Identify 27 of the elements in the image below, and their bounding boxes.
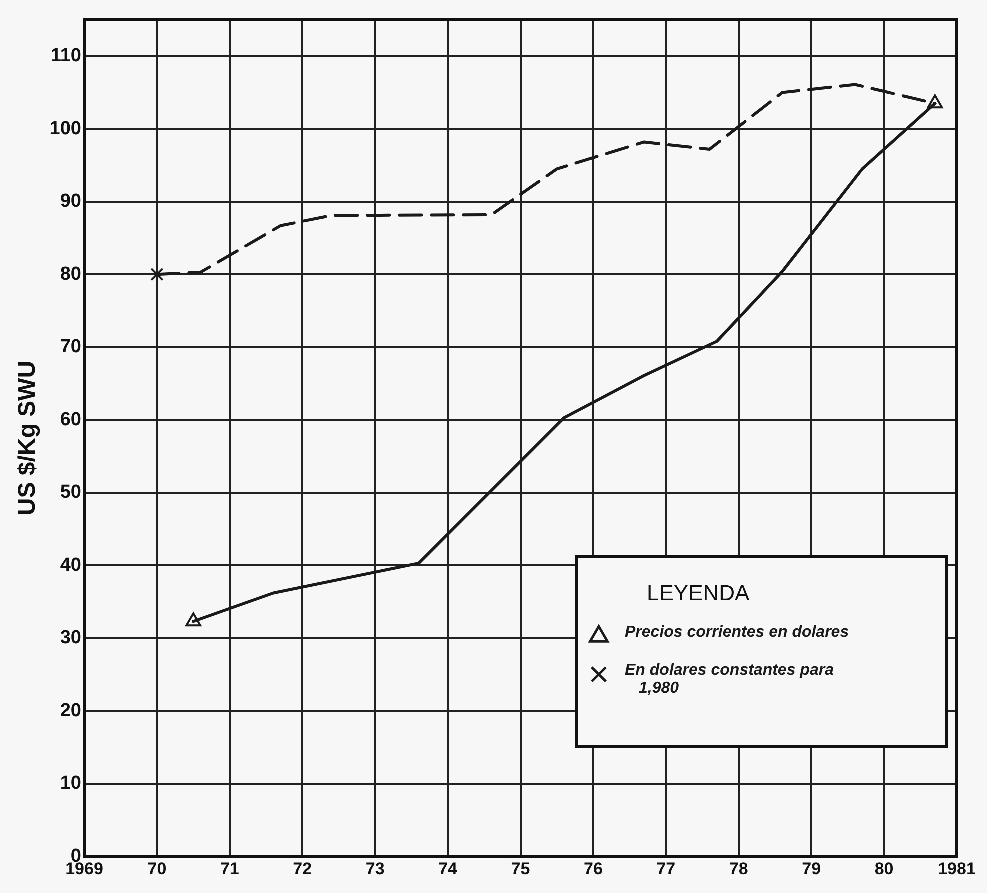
y-tick-label: 90 [60, 191, 82, 212]
x-tick-label: 79 [802, 859, 822, 878]
legend-label: En dolares constantes para 1,980 [625, 662, 834, 698]
y-tick-label: 110 [50, 46, 82, 67]
x-tick-label: 76 [584, 859, 603, 878]
y-tick-label: 50 [60, 482, 82, 504]
y-tick-label: 60 [60, 409, 82, 430]
x-tick-label: 72 [293, 859, 312, 878]
y-tick-label: 10 [60, 773, 82, 794]
x-tick-label: 77 [656, 859, 676, 878]
x-tick-label: 73 [366, 859, 385, 878]
x-tick-label: 71 [220, 859, 240, 878]
y-tick-label: 30 [60, 628, 82, 649]
x-tick-label: 70 [148, 859, 167, 878]
legend-title: LEYENDA [647, 580, 750, 606]
y-tick-label: 40 [60, 554, 82, 576]
y-tick-label: 20 [60, 700, 82, 722]
y-tick-label: 70 [60, 336, 82, 358]
x-tick-label: 74 [438, 859, 458, 878]
legend-label: Precios corrientes en dolares [625, 624, 850, 642]
x-tick-label: 1981 [938, 859, 976, 878]
x-tick-label: 78 [729, 859, 748, 878]
y-axis-title: US $/Kg SWU [14, 360, 42, 516]
y-tick-label: 100 [50, 118, 82, 140]
y-tick-label: 80 [60, 264, 82, 285]
x-tick-label: 80 [874, 859, 894, 878]
x-tick-label: 75 [511, 859, 530, 878]
